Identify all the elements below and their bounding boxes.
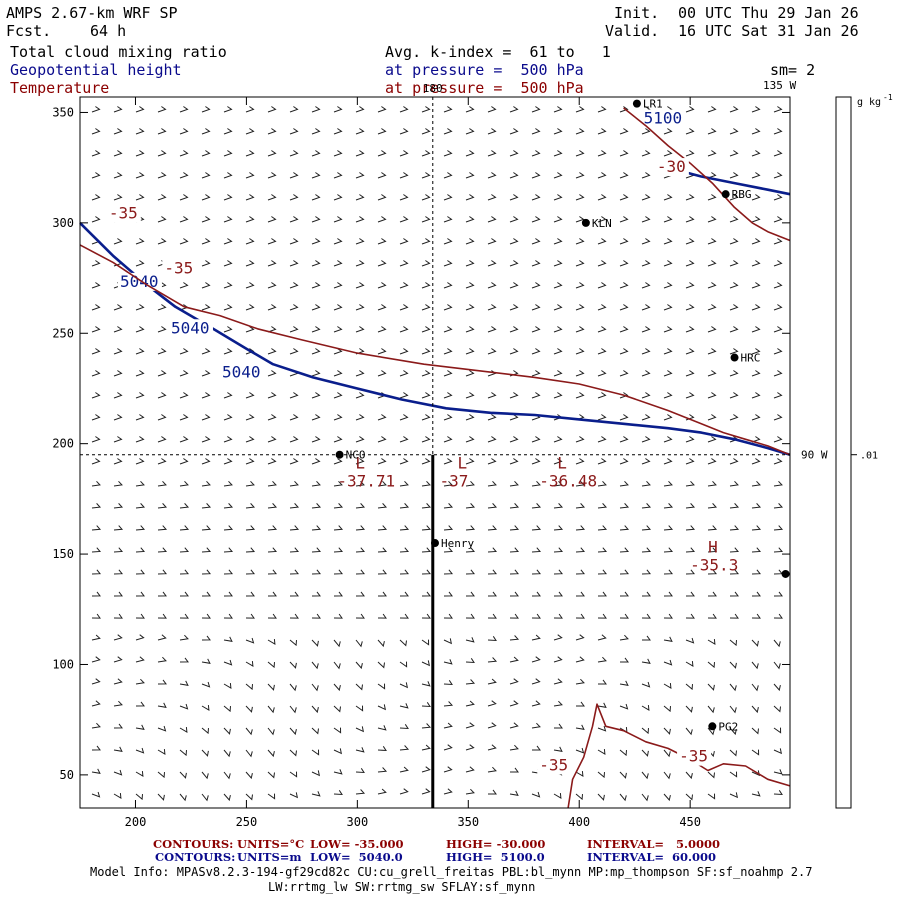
field-geopotential: Geopotential height (10, 61, 182, 79)
model-info-line-1: Model Info: MPASv8.2.3-194-gf29cd82c CU:… (90, 865, 813, 879)
x-tick-label: 350 (457, 815, 479, 829)
height-high: HIGH= 5100.0 (446, 850, 545, 864)
temperature-label-bg (537, 756, 572, 775)
y-tick-label: 100 (52, 657, 74, 671)
map-axes: 180 135 W 90 W 200 250 300 350 400 450 50 100 150 20… (52, 79, 828, 829)
x-tick-label: 450 (679, 815, 701, 829)
temperature-contour-label: -35 (109, 203, 138, 222)
plot-frame (79, 96, 791, 809)
temperature-label-bg (677, 747, 712, 766)
y-tick-label: 150 (52, 547, 74, 561)
height-label-bg (168, 319, 213, 338)
temperature-contour-line (79, 244, 791, 456)
height-contours-label: CONTOURS: (155, 850, 236, 864)
x-tick-label: 300 (347, 815, 369, 829)
temp-contours-label: CONTOURS: (153, 837, 234, 851)
temperature-contour-label: -35 (679, 747, 708, 766)
temperature-contour-label: -30 (657, 157, 686, 176)
extremum-value: -37 (439, 472, 468, 491)
station-dot (781, 569, 790, 578)
y-tick-label: 350 (52, 105, 74, 119)
pressure-level-height: at pressure = 500 hPa (385, 61, 584, 79)
station-dot (581, 218, 590, 227)
wind-barbs (91, 106, 784, 802)
wind-barb-field (91, 106, 784, 802)
field-cloud-mixing: Total cloud mixing ratio (10, 43, 227, 61)
station-label: Henry (441, 537, 474, 550)
colorbar-units: g kg (857, 97, 881, 108)
extremum-value: -35.3 (690, 555, 738, 574)
temperature-contour-label: -35 (164, 259, 193, 278)
extremum-low-marker: L (355, 454, 365, 473)
temperature-label-bg (162, 259, 197, 278)
station-label: LR1 (643, 98, 663, 111)
y-tick-label: 200 (52, 437, 74, 451)
station-label: HRC (741, 352, 761, 365)
station-dot (431, 539, 439, 548)
station-dot (335, 450, 344, 459)
height-label-bg (220, 363, 264, 382)
x-tick-label: 200 (125, 815, 147, 829)
map-overlay: L-37.71L-37L-36.48H-35.3NCOHenryKLNRBGHR… (80, 97, 790, 808)
valid-value: 16 UTC Sat 31 Jan 26 (678, 22, 859, 40)
height-interval: INTERVAL= 60.000 (587, 850, 717, 864)
height-contour-label: 5040 (222, 362, 261, 381)
height-contour-line (79, 221, 791, 456)
init-value: 00 UTC Thu 29 Jan 26 (678, 4, 859, 22)
extremum-low-marker: L (557, 454, 567, 473)
colorbar-tick-label: .01 (860, 451, 878, 462)
height-units: UNITS=m (237, 850, 302, 864)
height-contour-label: 5100 (644, 108, 683, 127)
temp-units: UNITS=°C (237, 837, 305, 851)
init-label: Init. (614, 4, 660, 22)
forecast-value: 64 h (90, 22, 127, 40)
meridian-label-90w: 90 W (801, 449, 828, 462)
meridian-label-135w: 135 W (763, 79, 796, 92)
colorbar: .01 g kg -1 (835, 93, 893, 809)
station-label: PG2 (718, 720, 738, 733)
k-index-range: Avg. k-index = 61 to 1 (385, 43, 611, 61)
station-dot (708, 722, 717, 731)
station-label: RBG (732, 188, 752, 201)
temperature-contour-line (567, 703, 791, 809)
temperature-contour-label: -35 (539, 755, 568, 774)
station-label: NCO (346, 449, 366, 462)
extremum-value: -36.48 (539, 472, 597, 491)
pressure-level-temp: at pressure = 500 hPa (385, 79, 584, 97)
y-tick-label: 300 (52, 216, 74, 230)
forecast-label: Fcst. (6, 22, 52, 40)
temperature-label-bg (654, 158, 689, 177)
colorbar-units-exponent: -1 (883, 93, 893, 102)
meridian-label-180: 180 (423, 82, 443, 95)
model-title: AMPS 2.67-km WRF SP (6, 4, 178, 22)
colorbar-box (835, 96, 852, 809)
extremum-value: -37.71 (337, 472, 395, 491)
height-low: LOW= 5040.0 (310, 850, 403, 864)
extremum-high-marker: H (708, 537, 718, 556)
y-tick-label: 250 (52, 326, 74, 340)
temperature-label-bg (106, 204, 141, 223)
station-label: KLN (592, 217, 612, 230)
station-dot (721, 190, 730, 199)
height-contour-line (667, 166, 791, 196)
temperature-contours: -35 -35 -30 -35 -35 (79, 107, 791, 809)
station-dot (730, 353, 739, 362)
smoothing-label: sm= 2 (770, 61, 816, 79)
x-tick-label: 400 (568, 815, 590, 829)
field-temperature: Temperature (10, 79, 110, 97)
temp-high: HIGH= -30.000 (446, 837, 546, 851)
height-label-bg (641, 109, 686, 128)
valid-label: Valid. (605, 22, 660, 40)
temp-low: LOW= -35.000 (310, 837, 404, 851)
temp-interval: INTERVAL= 5.0000 (587, 837, 721, 851)
height-contour-label: 5040 (171, 318, 210, 337)
station-dot (632, 99, 641, 108)
model-info-line-2: LW:rrtmg_lw SW:rrtmg_sw SFLAY:sf_mynn (268, 880, 536, 894)
temperature-contour-line (623, 107, 791, 242)
x-tick-label: 250 (236, 815, 258, 829)
extremum-low-marker: L (457, 454, 467, 473)
y-tick-label: 50 (60, 768, 74, 782)
